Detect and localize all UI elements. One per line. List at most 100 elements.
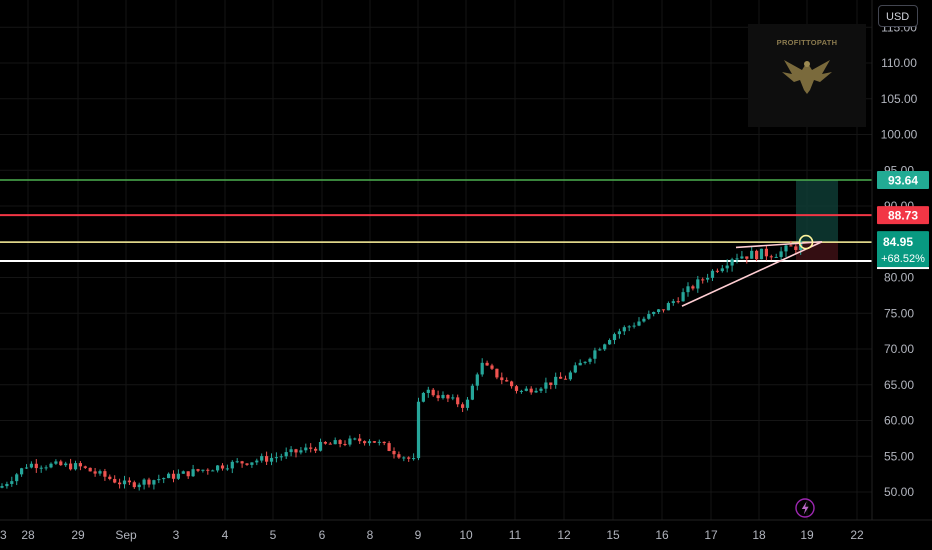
candle-body — [632, 325, 636, 327]
candle-body — [103, 471, 107, 477]
candle-body — [647, 314, 651, 319]
y-tick-label: 105.00 — [881, 92, 918, 106]
candle-body — [10, 481, 14, 484]
candle-body — [402, 457, 406, 459]
candle-body — [622, 327, 626, 332]
candle-body — [745, 256, 749, 259]
candle-body — [534, 390, 538, 393]
candle-body — [485, 362, 489, 366]
y-tick-label: 70.00 — [884, 342, 914, 356]
candle-body — [549, 382, 553, 385]
candle-body — [387, 443, 391, 451]
candle-body — [157, 479, 161, 481]
x-tick-label: Sep — [115, 528, 137, 542]
x-tick-label: 10 — [459, 528, 473, 542]
triangle-upper-line[interactable] — [735, 240, 823, 249]
candle-body — [5, 483, 9, 487]
candle-body — [750, 250, 754, 259]
candle-body — [735, 258, 739, 260]
triangle-lower-line[interactable] — [681, 241, 823, 307]
candle-body — [314, 448, 318, 451]
triangle-pattern[interactable] — [681, 234, 823, 307]
candle-body — [34, 463, 38, 469]
candle-body — [715, 270, 719, 272]
candle-body — [69, 463, 73, 470]
x-tick-label: 16 — [655, 528, 669, 542]
x-tick-label: 28 — [21, 528, 35, 542]
candle-body — [416, 401, 421, 459]
candle-body — [372, 441, 376, 443]
breakout-marker[interactable] — [798, 234, 814, 250]
candle-body — [720, 268, 724, 272]
candle-body — [740, 256, 744, 259]
candle-body — [15, 474, 19, 482]
candle-body — [578, 362, 582, 366]
long-position-tool[interactable] — [796, 179, 838, 262]
candle-body — [122, 480, 127, 485]
y-tick-label: 100.00 — [881, 128, 918, 142]
candle-body — [44, 467, 48, 469]
candle-body — [0, 486, 4, 488]
candle-body — [407, 457, 411, 459]
candle-body — [88, 467, 92, 472]
candle-body — [147, 479, 151, 485]
candle-body — [201, 469, 205, 471]
candle-body — [382, 441, 386, 444]
candle-body — [152, 480, 156, 485]
candle-body — [539, 388, 543, 391]
currency-button[interactable]: USD — [878, 5, 918, 27]
y-tick-label: 75.00 — [884, 306, 914, 320]
x-tick-label: 9 — [415, 528, 422, 542]
candle-body — [181, 471, 185, 474]
x-tick-label: 17 — [704, 528, 718, 542]
candle-body — [358, 438, 362, 442]
candle-body — [323, 441, 327, 444]
x-tick-label: 23 — [0, 528, 7, 542]
y-tick-label: 50.00 — [884, 485, 914, 499]
candle-body — [794, 246, 798, 250]
candle-body — [524, 388, 528, 391]
candle-body — [583, 361, 587, 363]
candle-body — [661, 309, 666, 311]
candle-body — [230, 461, 234, 469]
price-change-label: +68.52% — [881, 253, 925, 265]
candle-body — [676, 301, 680, 303]
candle-body — [24, 467, 29, 469]
x-tick-label: 6 — [319, 528, 326, 542]
candle-body — [176, 473, 180, 479]
candle-body — [789, 245, 793, 247]
candle-body — [612, 334, 617, 341]
candle-body — [289, 449, 293, 453]
candle-body — [260, 456, 264, 461]
y-tick-label: 110.00 — [881, 56, 917, 70]
horizontal-levels[interactable] — [0, 179, 872, 263]
candle-body — [93, 471, 97, 474]
candle-body — [127, 480, 131, 483]
candle-body — [505, 380, 509, 382]
candle-body — [377, 441, 381, 443]
candle-body — [73, 463, 78, 470]
x-tick-label: 15 — [606, 528, 620, 542]
x-tick-label: 12 — [557, 528, 571, 542]
x-tick-label: 22 — [850, 528, 864, 542]
x-tick-label: 4 — [222, 528, 229, 542]
candle-body — [461, 404, 465, 408]
resistance-price-label: 88.73 — [888, 209, 918, 223]
candle-body — [191, 469, 195, 477]
candle-body — [559, 376, 563, 379]
candle-body — [593, 350, 597, 359]
candle-body — [764, 248, 768, 257]
candle-body — [759, 248, 764, 260]
candle-body — [480, 362, 484, 375]
candle-body — [519, 390, 523, 392]
loss-zone — [796, 242, 838, 262]
time-axis[interactable]: 28 29 Sep 3 4 5 6 8 9 10 11 12 15 16 17 18 19 22 23 — [0, 519, 932, 542]
candle-body — [108, 476, 112, 479]
last-price-label: 84.95 — [883, 235, 913, 249]
candle-body — [220, 465, 225, 469]
watermark-logo: PROFITTOPATH — [748, 24, 866, 127]
candle-body — [64, 463, 68, 466]
eagle-icon — [782, 60, 832, 94]
lightning-icon[interactable] — [795, 498, 815, 518]
